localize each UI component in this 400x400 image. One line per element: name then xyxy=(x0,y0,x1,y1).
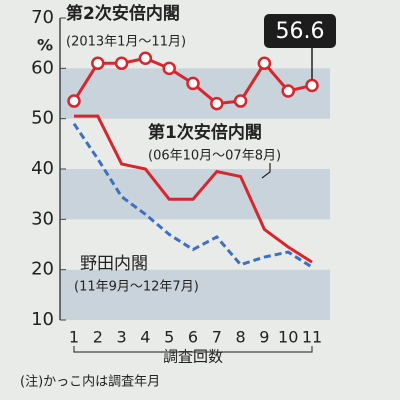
band xyxy=(60,269,330,320)
marker xyxy=(114,56,129,71)
series-period: (11年9月～12年7月) xyxy=(74,280,199,295)
x-tick-label: 6 xyxy=(188,328,198,347)
marker xyxy=(186,76,200,91)
series-label: 第2次安倍内閣 xyxy=(66,3,180,24)
marker xyxy=(305,78,319,93)
y-axis-label: % xyxy=(37,36,53,55)
x-tick-label: 1 xyxy=(69,328,79,347)
callout-box xyxy=(264,14,336,48)
leader-line xyxy=(261,163,271,179)
x-bracket xyxy=(73,346,313,353)
marker xyxy=(233,94,248,108)
y-tick-label: 40 xyxy=(31,158,54,179)
y-tick-label: 20 xyxy=(31,259,54,280)
series-label: 第1次安倍内閣 xyxy=(148,122,262,143)
x-tick-label: 8 xyxy=(236,328,246,347)
series-period: (06年10月～07年8月) xyxy=(148,149,281,164)
y-tick-label: 30 xyxy=(31,208,54,229)
series-label: 野田内閣 xyxy=(80,254,148,274)
value-label: 56.6 xyxy=(276,19,325,44)
x-tick-label: 7 xyxy=(212,328,222,347)
x-tick-label: 2 xyxy=(93,328,103,347)
marker xyxy=(210,96,224,111)
x-tick-label: 11 xyxy=(302,328,322,347)
y-tick-label: 10 xyxy=(31,309,54,330)
x-axis-label: 調査回数 xyxy=(163,348,223,366)
marker xyxy=(138,51,153,66)
x-tick-label: 4 xyxy=(140,328,150,347)
x-tick-label: 3 xyxy=(117,328,127,347)
y-tick-label: 70 xyxy=(31,7,54,28)
marker xyxy=(162,61,176,76)
y-tick-label: 50 xyxy=(31,108,54,129)
x-tick-label: 10 xyxy=(278,328,298,347)
series-period: (2013年1月～11月) xyxy=(66,35,186,50)
marker xyxy=(257,56,272,71)
marker xyxy=(91,56,105,71)
series-line xyxy=(72,122,313,269)
y-tick-label: 60 xyxy=(31,57,54,78)
marker xyxy=(281,84,295,98)
x-tick-label: 9 xyxy=(259,328,269,347)
marker xyxy=(67,94,81,108)
series-line xyxy=(74,114,313,264)
note: (注)かっこ内は調査年月 xyxy=(20,374,160,390)
band xyxy=(60,169,330,220)
x-tick-label: 5 xyxy=(164,328,174,347)
